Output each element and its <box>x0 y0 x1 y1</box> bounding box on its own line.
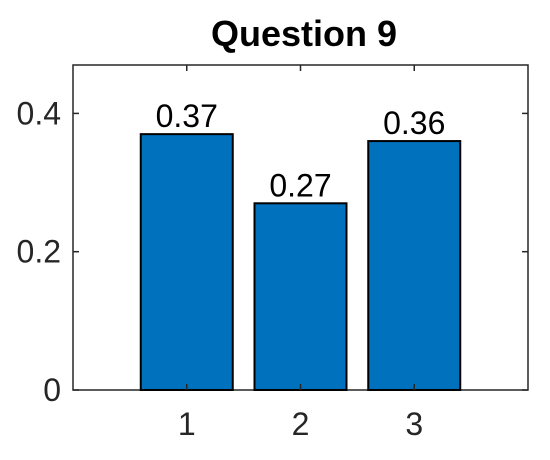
plot-area: 0.37 0.27 0.36 0 0.2 0.4 1 2 3 <box>17 64 529 442</box>
x-tick-label: 1 <box>178 406 196 442</box>
y-tick-label: 0 <box>43 372 61 408</box>
bar <box>367 140 462 391</box>
x-tick-label: 2 <box>292 406 310 442</box>
x-tick-label: 3 <box>405 406 423 442</box>
bar <box>253 202 348 391</box>
data-label: 0.27 <box>269 167 331 203</box>
chart-title: Question 9 <box>211 13 397 54</box>
data-label: 0.36 <box>383 105 445 141</box>
y-tick-label: 0.2 <box>17 234 61 270</box>
bar <box>139 133 234 391</box>
data-label: 0.37 <box>156 98 218 134</box>
y-tick-label: 0.4 <box>17 95 61 131</box>
